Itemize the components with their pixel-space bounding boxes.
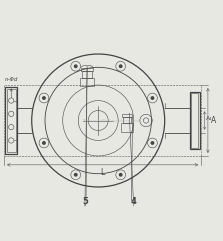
Bar (81, 67, 93, 71)
Circle shape (120, 174, 122, 176)
Bar (4, 85, 201, 156)
Bar (123, 117, 131, 123)
Text: A₁: A₁ (206, 116, 213, 121)
Text: n-Φd: n-Φd (4, 77, 18, 82)
Bar (5, 87, 17, 154)
Circle shape (120, 65, 122, 67)
Bar (80, 78, 94, 86)
Bar (191, 94, 198, 147)
Bar (190, 92, 200, 149)
Bar (7, 89, 16, 152)
Text: L: L (101, 168, 105, 177)
Text: 1PressureReduceValve.com: 1PressureReduceValve.com (82, 119, 141, 122)
Bar (122, 123, 132, 132)
Circle shape (151, 142, 154, 144)
Bar (122, 114, 132, 117)
Text: A: A (211, 116, 216, 125)
Circle shape (43, 142, 45, 144)
Circle shape (43, 97, 45, 99)
Text: 4: 4 (131, 197, 137, 206)
Circle shape (74, 65, 77, 67)
Bar (82, 71, 92, 78)
Circle shape (74, 174, 77, 176)
Text: 5: 5 (82, 197, 88, 206)
Circle shape (151, 97, 154, 99)
